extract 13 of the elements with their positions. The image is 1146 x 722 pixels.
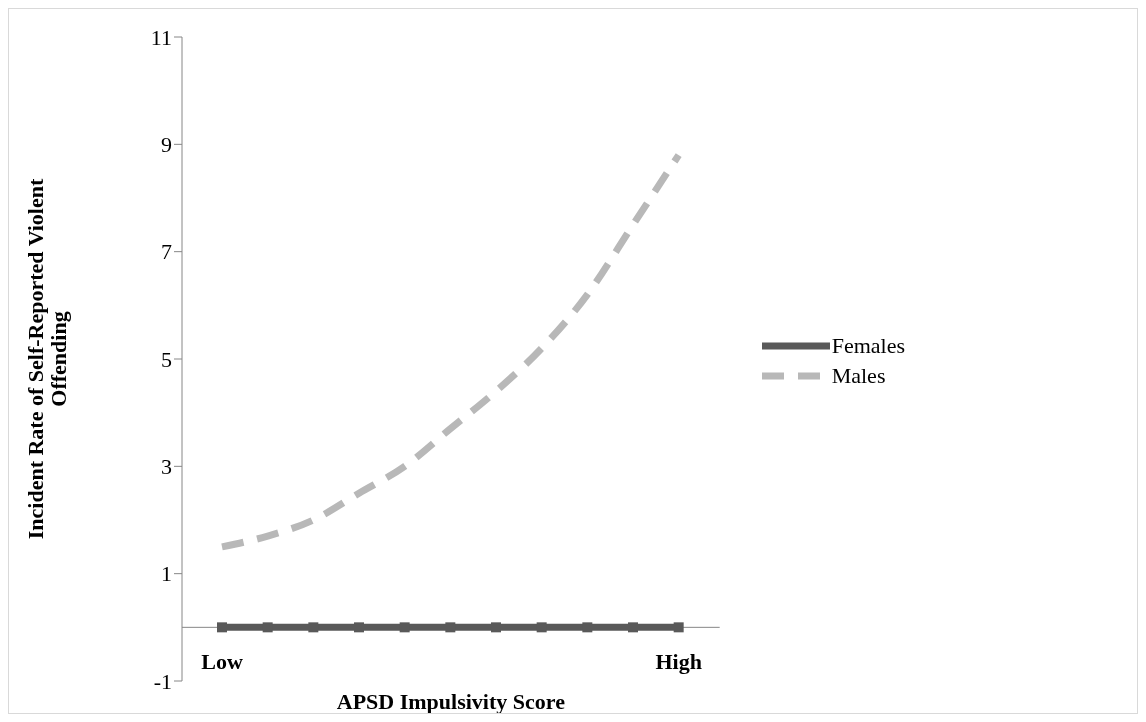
y-tick-label: 11 [150,24,172,50]
y-tick-label: 5 [161,346,172,372]
x-tick-label: Low [201,649,243,674]
y-axis-title: Incident Rate of Self-Reported Violent Offending [22,178,71,540]
legend-label: Females [831,333,905,359]
y-tick-label: 1 [161,561,172,587]
y-tick-label: 9 [161,132,172,158]
y-tick-label: -1 [153,668,172,694]
x-axis-title: APSD Impulsivity Score [336,689,566,714]
y-tick-label: 7 [161,239,172,265]
legend-label: Males [831,363,886,389]
y-tick-label: 3 [161,454,172,480]
x-tick-label: High [655,649,702,674]
